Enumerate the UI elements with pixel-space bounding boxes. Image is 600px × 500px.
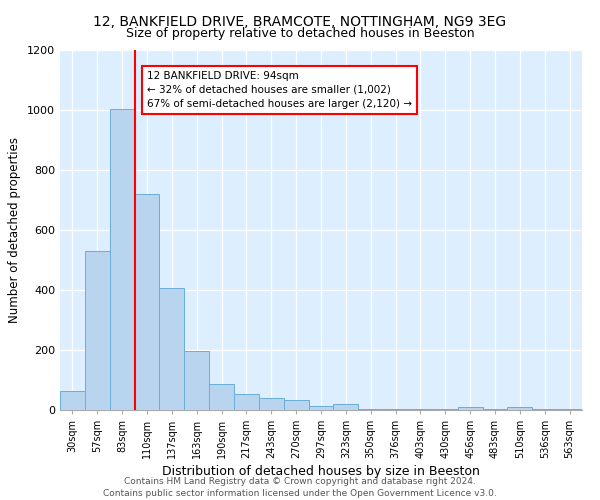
- Text: Contains HM Land Registry data © Crown copyright and database right 2024.
Contai: Contains HM Land Registry data © Crown c…: [103, 476, 497, 498]
- Bar: [160, 288, 184, 410]
- Text: 12, BANKFIELD DRIVE, BRAMCOTE, NOTTINGHAM, NG9 3EG: 12, BANKFIELD DRIVE, BRAMCOTE, NOTTINGHA…: [94, 15, 506, 29]
- Bar: [209, 384, 234, 410]
- Bar: [383, 409, 408, 410]
- X-axis label: Distribution of detached houses by size in Beeston: Distribution of detached houses by size …: [162, 466, 480, 478]
- Bar: [358, 408, 383, 410]
- Bar: [408, 409, 433, 410]
- Bar: [234, 394, 259, 410]
- Bar: [433, 409, 458, 410]
- Bar: [458, 407, 482, 410]
- Bar: [85, 251, 110, 410]
- Bar: [308, 406, 334, 410]
- Bar: [184, 351, 209, 410]
- Bar: [284, 400, 308, 410]
- Bar: [60, 390, 85, 410]
- Bar: [134, 194, 160, 410]
- Bar: [259, 398, 284, 410]
- Text: 12 BANKFIELD DRIVE: 94sqm
← 32% of detached houses are smaller (1,002)
67% of se: 12 BANKFIELD DRIVE: 94sqm ← 32% of detac…: [147, 71, 412, 109]
- Text: Size of property relative to detached houses in Beeston: Size of property relative to detached ho…: [125, 28, 475, 40]
- Bar: [508, 407, 532, 410]
- Y-axis label: Number of detached properties: Number of detached properties: [8, 137, 22, 323]
- Bar: [334, 404, 358, 410]
- Bar: [110, 108, 134, 410]
